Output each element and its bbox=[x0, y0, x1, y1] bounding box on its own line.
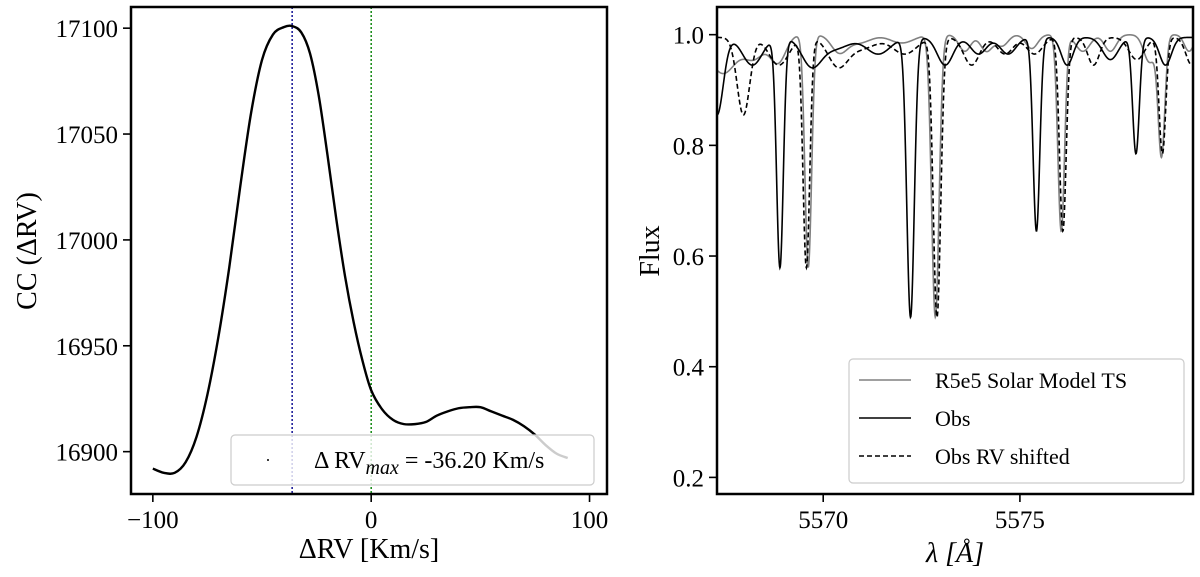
right-x-axis-label: λ [Å] bbox=[925, 538, 984, 569]
right-plot-area bbox=[717, 34, 1193, 321]
left-legend-frame bbox=[230, 434, 595, 486]
obs-spectrum bbox=[717, 36, 1193, 320]
legend-label-model: R5e5 Solar Model TS bbox=[935, 368, 1127, 393]
left-plot-area bbox=[152, 24, 569, 475]
right-panel: R5e5 Solar Model TS Obs Obs RV shifted 5… bbox=[635, 5, 1195, 569]
obs-rv-shifted-spectrum bbox=[717, 36, 1193, 321]
right-y-axis-label: Flux bbox=[635, 225, 666, 276]
right-axes-frame bbox=[715, 5, 1195, 496]
right-y-tick-label: 1.0 bbox=[673, 23, 704, 50]
left-y-tick-label: 17050 bbox=[56, 122, 119, 149]
legend-rv-subscript: max bbox=[366, 457, 399, 479]
legend-rv-prefix: Δ RV bbox=[314, 448, 366, 474]
left-y-tick-label: 17100 bbox=[56, 16, 119, 43]
left-legend-marker bbox=[267, 459, 269, 461]
right-y-tick-label: 0.8 bbox=[673, 133, 704, 160]
right-x-tick-label: 5575 bbox=[995, 507, 1045, 534]
left-y-axis: 16900 16950 17000 17050 17100 bbox=[56, 16, 131, 467]
right-legend-frame bbox=[848, 358, 1185, 484]
left-reference-lines bbox=[291, 7, 372, 494]
cc-curve bbox=[152, 24, 569, 475]
legend-label-obs: Obs bbox=[935, 406, 970, 431]
right-y-tick-label: 0.6 bbox=[673, 244, 704, 271]
right-x-tick-label: 5570 bbox=[798, 507, 848, 534]
left-legend-entry: Δ RVmax = -36.20 Km/s bbox=[314, 448, 544, 479]
left-y-tick-label: 16900 bbox=[56, 440, 119, 467]
legend-label-obs-shifted: Obs RV shifted bbox=[935, 444, 1070, 469]
left-y-axis-label: CC (ΔRV) bbox=[12, 192, 43, 310]
left-x-axis: −100 0 100 bbox=[127, 494, 608, 534]
model-spectrum bbox=[717, 34, 1193, 320]
right-legend: R5e5 Solar Model TS Obs Obs RV shifted bbox=[848, 358, 1185, 484]
left-y-tick-label: 17000 bbox=[56, 228, 119, 255]
right-y-axis: 0.2 0.4 0.6 0.8 1.0 bbox=[673, 23, 717, 492]
left-axes-frame bbox=[129, 5, 609, 496]
right-x-axis-label-text: λ [Å] bbox=[925, 538, 984, 569]
left-x-tick-label: 0 bbox=[365, 507, 378, 534]
left-x-tick-label: 100 bbox=[571, 507, 609, 534]
left-panel: Δ RVmax = -36.20 Km/s −100 0 100 16900 1695… bbox=[12, 5, 609, 565]
right-y-tick-label: 0.4 bbox=[673, 355, 705, 382]
left-y-tick-label: 16950 bbox=[56, 334, 119, 361]
right-x-axis: 5570 5575 bbox=[798, 494, 1045, 534]
left-legend: Δ RVmax = -36.20 Km/s bbox=[230, 434, 595, 486]
left-x-axis-label: ΔRV [Km/s] bbox=[299, 534, 439, 565]
left-x-tick-label: −100 bbox=[127, 507, 179, 534]
right-y-tick-label: 0.2 bbox=[673, 465, 704, 492]
legend-rv-value: = -36.20 Km/s bbox=[399, 448, 545, 474]
